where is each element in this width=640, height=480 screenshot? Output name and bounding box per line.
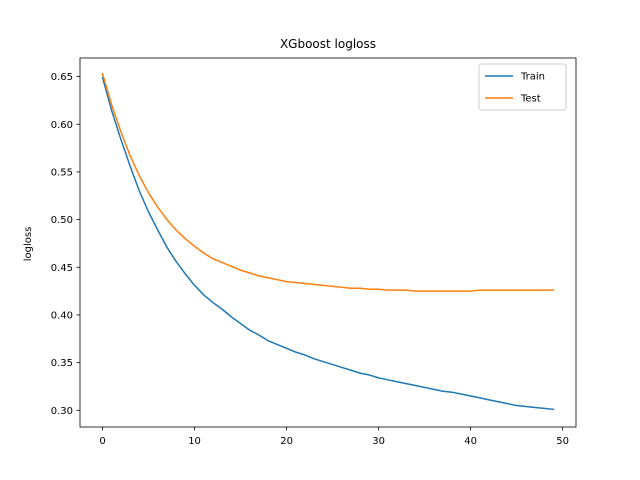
x-tick-label: 0 — [99, 436, 105, 447]
y-tick-label: 0.65 — [51, 72, 73, 83]
y-tick-label: 0.60 — [51, 120, 73, 131]
plot-area: 0 10 20 30 40 50 0.30 0.35 0.40 0.45 0.50 0.55 0.60 0… — [51, 57, 577, 447]
legend-label-test: Test — [520, 94, 541, 105]
legend: Train Test — [478, 63, 567, 111]
y-tick-label: 0.50 — [51, 215, 73, 226]
legend-label-train: Train — [520, 72, 545, 83]
y-tick-label: 0.30 — [51, 406, 73, 417]
series-line-train — [101, 76, 555, 411]
x-tick-label: 20 — [280, 436, 293, 447]
x-tick-label: 10 — [188, 436, 201, 447]
y-tick-label: 0.40 — [51, 311, 73, 322]
y-tick-label: 0.35 — [51, 358, 73, 369]
y-axis-label: logloss — [23, 227, 34, 262]
x-tick-label: 50 — [556, 436, 569, 447]
y-tick-label: 0.55 — [51, 168, 73, 179]
x-tick-label: 30 — [372, 436, 385, 447]
x-tick-label: 40 — [464, 436, 477, 447]
y-tick-label: 0.45 — [51, 263, 73, 274]
series-line-test — [101, 72, 555, 292]
axes-frame — [79, 57, 577, 428]
chart-title: XGboost logloss — [280, 37, 376, 51]
